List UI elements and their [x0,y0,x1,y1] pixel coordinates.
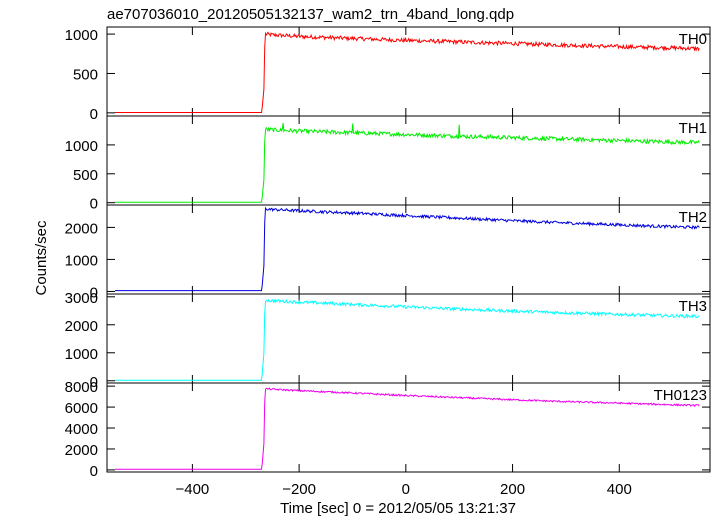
x-tick-label: 200 [500,481,525,498]
y-tick-label: 0 [90,463,98,480]
y-tick-label: 1000 [65,27,98,44]
y-tick-label: 0 [90,284,98,301]
y-tick-label: 0 [90,374,98,391]
y-tick-label: 1000 [65,138,98,155]
panel-frame-th0 [106,26,711,117]
series-line-th3 [115,298,700,381]
panel-frame-th2 [106,204,711,295]
panel-frame-th1 [106,115,711,206]
y-tick-label: 6000 [65,400,98,417]
series-line-th0 [115,31,700,113]
panel-label-th1: TH1 [679,120,707,137]
series-line-th2 [115,206,700,292]
x-tick-label: 400 [607,481,632,498]
chart-title: ae707036010_20120505132137_wam2_trn_4ban… [107,6,514,23]
panel-label-th0123: TH0123 [654,387,707,404]
series-line-th0123 [115,387,700,470]
y-tick-label: 2000 [65,442,98,459]
panel-frame-th3 [106,293,711,384]
y-tick-label: 1000 [65,252,98,269]
y-tick-label: 500 [73,66,98,83]
y-axis-label: Counts/sec [33,220,50,296]
y-tick-label: 4000 [65,421,98,438]
x-tick-label: −400 [175,481,209,498]
panel-frame-th0123 [106,382,711,473]
panel-label-th2: TH2 [679,209,707,226]
x-tick-label: 0 [402,481,410,498]
y-tick-label: 500 [73,167,98,184]
panel-label-th0: TH0 [679,31,707,48]
panel-label-th3: TH3 [679,298,707,315]
y-tick-label: 1000 [65,346,98,363]
y-tick-label: 0 [90,106,98,123]
x-tick-label: −200 [282,481,316,498]
y-tick-label: 0 [90,196,98,213]
y-tick-label: 2000 [65,318,98,335]
y-tick-label: 2000 [65,220,98,237]
series-line-th1 [115,122,700,203]
y-tick-label: 3000 [65,290,98,307]
x-axis-label: Time [sec] 0 = 2012/05/05 13:21:37 [280,500,516,516]
y-tick-label: 8000 [65,379,98,396]
